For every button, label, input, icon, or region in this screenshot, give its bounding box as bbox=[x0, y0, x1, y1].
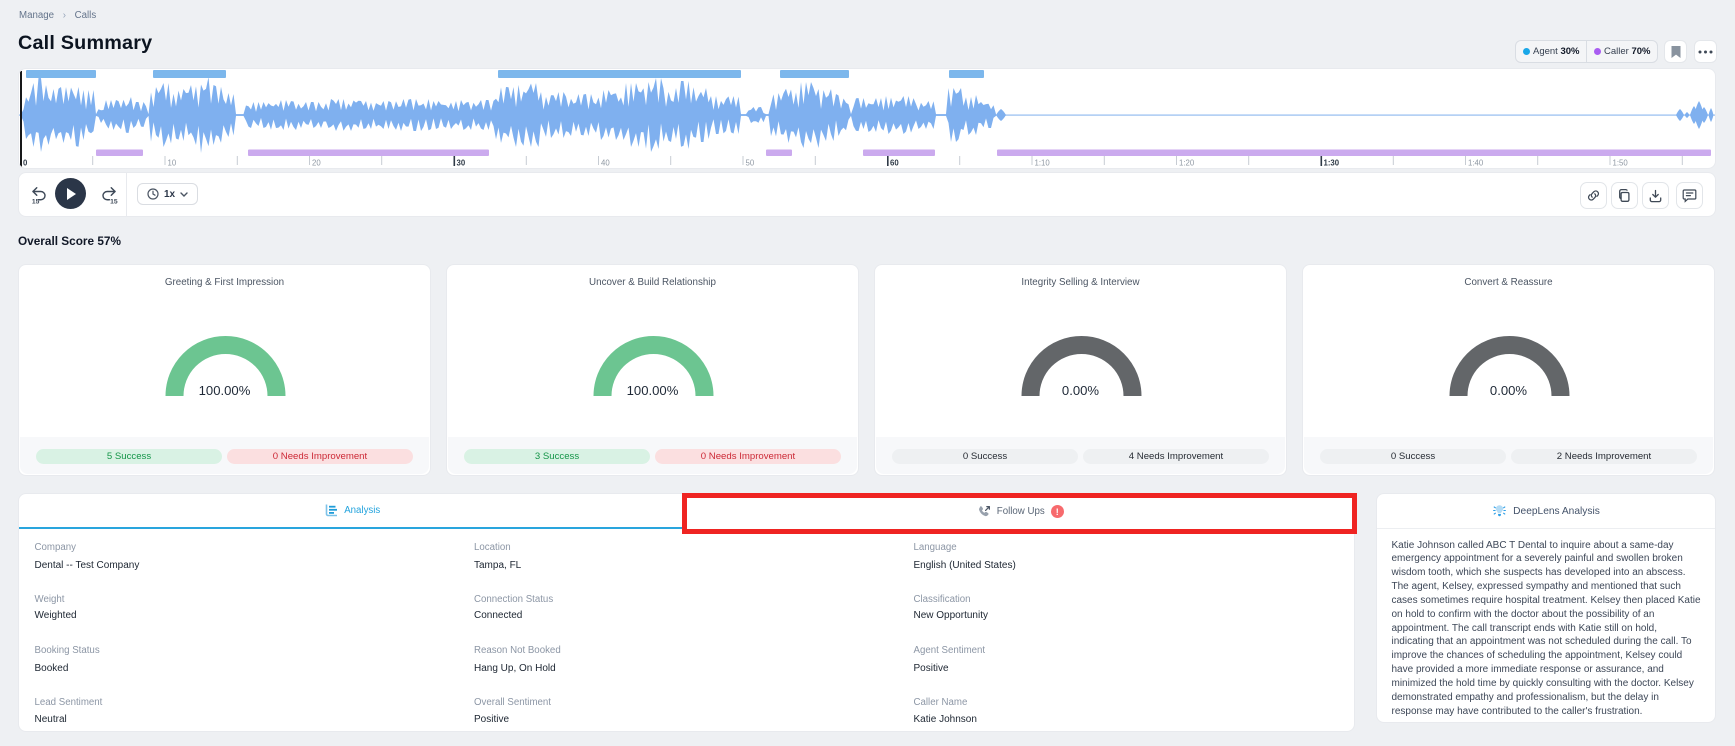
svg-text:1:40: 1:40 bbox=[1468, 159, 1484, 168]
svg-text:60: 60 bbox=[890, 159, 899, 168]
svg-text:1:50: 1:50 bbox=[1613, 159, 1629, 168]
svg-text:1:20: 1:20 bbox=[1179, 159, 1195, 168]
svg-text:50: 50 bbox=[746, 159, 755, 168]
svg-text:20: 20 bbox=[312, 159, 321, 168]
svg-text:10: 10 bbox=[168, 159, 177, 168]
svg-text:0: 0 bbox=[23, 159, 28, 168]
svg-text:40: 40 bbox=[601, 159, 610, 168]
svg-text:15: 15 bbox=[110, 199, 118, 205]
svg-text:1:10: 1:10 bbox=[1035, 159, 1051, 168]
svg-text:30: 30 bbox=[457, 159, 466, 168]
svg-text:15: 15 bbox=[32, 199, 40, 205]
svg-text:1:30: 1:30 bbox=[1324, 159, 1340, 168]
